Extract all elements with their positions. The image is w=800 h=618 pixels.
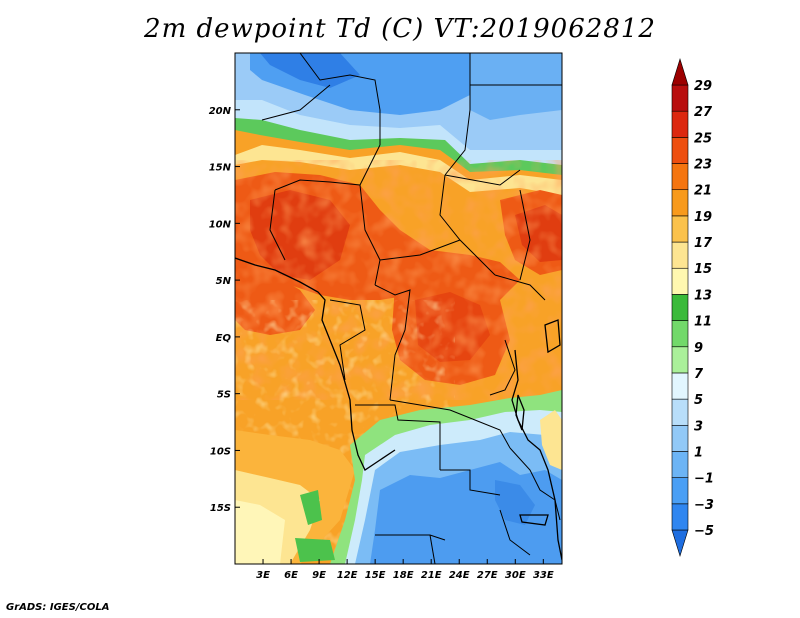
border-line <box>499 509 531 556</box>
colorbar-label: 27 <box>694 105 713 120</box>
y-tick-label: 5S <box>217 390 231 401</box>
x-tick-label: 3E <box>256 570 270 581</box>
y-tick-label: 15S <box>210 503 231 514</box>
colorbar-label: 17 <box>694 236 713 251</box>
border-line <box>444 169 521 186</box>
field-green-patch-2 <box>295 538 335 562</box>
x-tick-label: 6E <box>284 570 298 581</box>
y-tick-label: 15N <box>209 163 232 174</box>
political-boundaries <box>235 53 562 564</box>
x-tick-label: 33E <box>533 570 554 581</box>
colorbar-label: 7 <box>694 367 704 382</box>
colorbar-swatch <box>671 267 689 295</box>
colorbar-swatch <box>671 398 689 426</box>
colorbar-swatch <box>671 372 689 400</box>
colorbar-swatch <box>671 189 689 217</box>
field-sahara-darkblue <box>260 53 360 88</box>
colorbar-label: 3 <box>694 419 703 434</box>
colorbar-swatch <box>671 110 689 138</box>
colorbar-swatch <box>671 163 689 191</box>
colorbar-swatch <box>671 294 689 321</box>
colorbar-label: 1 <box>694 445 703 460</box>
border-line <box>440 469 501 496</box>
x-tick-label: 18E <box>393 570 414 581</box>
y-tick-label: 10S <box>210 446 231 457</box>
border-line <box>261 84 331 121</box>
coastline <box>511 349 562 561</box>
x-tick-label: 15E <box>365 570 386 581</box>
colorbar-label: 9 <box>694 341 703 356</box>
colorbar-label: 19 <box>694 210 712 225</box>
border-line <box>389 399 511 449</box>
border-line <box>329 299 366 381</box>
border-line <box>509 447 561 521</box>
colorbar-label: 5 <box>694 393 703 408</box>
y-tick-label: 20N <box>209 106 232 117</box>
field-southwest-paleyellow <box>235 500 285 564</box>
x-tick-label: 12E <box>337 570 358 581</box>
lake-outline <box>544 319 561 354</box>
x-tick-label: 24E <box>449 570 470 581</box>
colorbar-swatch <box>671 57 689 86</box>
border-line <box>274 179 361 191</box>
colorbar-label: 11 <box>694 315 712 330</box>
chart-title: 2m dewpoint Td (C) VT:2019062812 <box>144 14 656 44</box>
border-line <box>299 53 381 145</box>
y-tick-label: 10N <box>209 219 232 230</box>
border-line <box>429 534 436 564</box>
x-tick-label: 9E <box>312 570 326 581</box>
colorbar-label: 13 <box>694 288 712 303</box>
colorbar-swatch <box>671 84 689 112</box>
lake-outline <box>519 514 549 526</box>
colorbar-swatch <box>671 320 689 348</box>
lake-outline <box>515 394 525 431</box>
colorbar-swatch <box>671 215 689 243</box>
colorbar-swatch <box>671 346 689 374</box>
field-ne-blue <box>470 53 562 120</box>
colorbar-swatch <box>671 451 689 478</box>
field-east-coast-yellow <box>540 410 562 470</box>
border-line <box>359 144 381 286</box>
colorbar-label: 25 <box>694 131 712 146</box>
footer-credit: GrADS: IGES/COLA <box>6 602 110 613</box>
colorbar-swatch <box>671 529 689 558</box>
dewpoint-field <box>235 53 562 564</box>
colorbar-swatch <box>671 477 689 505</box>
border-line <box>444 53 471 176</box>
colorbar-swatch <box>671 424 689 452</box>
field-lake-blue <box>495 480 535 525</box>
border-line <box>379 239 461 261</box>
y-tick-label: EQ <box>216 333 232 344</box>
border-line <box>269 189 286 261</box>
border-line <box>519 189 531 281</box>
colorbar-swatch <box>671 503 689 531</box>
border-line <box>494 274 546 301</box>
colorbar-label: 29 <box>694 79 712 94</box>
border-line <box>355 404 441 470</box>
colorbar-label: 15 <box>694 262 712 277</box>
border-line <box>489 339 516 396</box>
x-tick-label: 21E <box>421 570 442 581</box>
colorbar-label: −1 <box>694 472 714 487</box>
colorbar-swatch <box>671 241 689 269</box>
y-tick-label: 5N <box>216 276 232 287</box>
y-axis-ticks: 20N 15N 10N 5N EQ 5S 10S 15S <box>209 106 240 514</box>
coastline <box>235 257 396 471</box>
colorbar-swatch <box>671 137 689 164</box>
colorbar-label: 23 <box>694 158 712 173</box>
x-tick-label: 27E <box>477 570 498 581</box>
border-line <box>374 284 411 401</box>
plot-frame <box>234 52 563 565</box>
colorbar-label: −5 <box>694 524 714 539</box>
x-tick-label: 30E <box>505 570 526 581</box>
field-green-patch-1 <box>300 490 322 525</box>
colorbar-label: 21 <box>694 184 712 199</box>
x-axis-ticks: 3E 6E 9E 12E 15E 18E 21E 24E 27E 30E 33E <box>256 559 554 581</box>
colorbar-label: −3 <box>694 498 714 513</box>
border-line <box>439 174 496 276</box>
